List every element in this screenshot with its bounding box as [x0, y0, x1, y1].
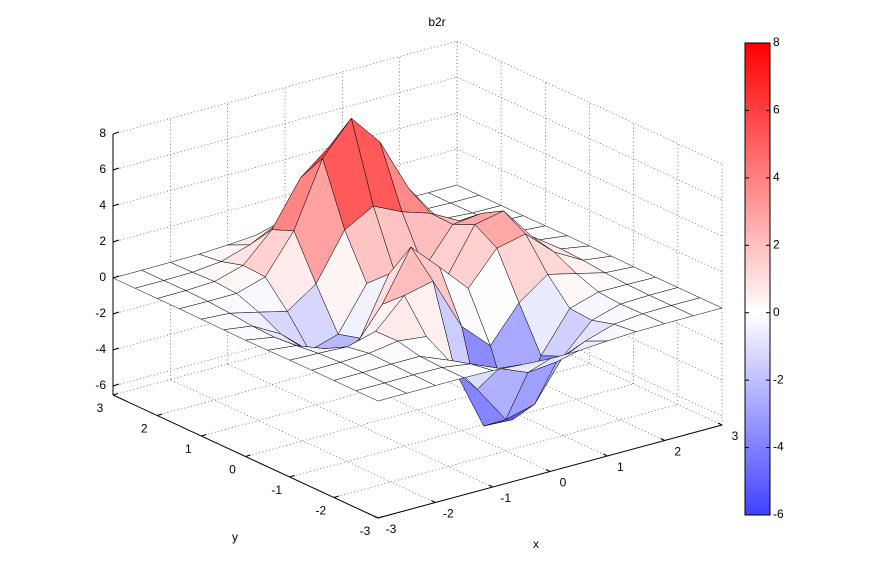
y-tick — [289, 475, 295, 478]
surface-patch — [355, 382, 407, 402]
x-tick-label: 2 — [674, 445, 681, 459]
z-tick-label: 8 — [99, 126, 106, 140]
x-tick-label: -3 — [386, 522, 397, 536]
colorbar-tick-label: 2 — [773, 237, 780, 251]
y-tick — [377, 516, 384, 519]
x-tick — [373, 515, 379, 519]
colorbar-tick-label: 0 — [773, 305, 780, 319]
z-tick — [112, 131, 120, 135]
y-tick — [333, 495, 339, 498]
y-tick-label: -1 — [271, 483, 282, 497]
x-tick — [545, 469, 551, 472]
y-tick — [245, 454, 251, 457]
y-tick — [201, 434, 207, 437]
z-tick-label: 2 — [99, 234, 106, 248]
colorbar-tick-label: -2 — [773, 372, 784, 386]
grid-line — [170, 379, 436, 503]
colorbar-tick-label: 4 — [773, 170, 780, 184]
surface — [112, 118, 723, 427]
x-tick — [717, 422, 723, 426]
z-tick — [112, 311, 120, 315]
x-axis-label: x — [533, 537, 539, 551]
z-tick-label: -6 — [95, 378, 106, 392]
x-tick-label: 3 — [732, 429, 739, 443]
chart-title: b2r — [428, 15, 445, 29]
y-tick-label: 2 — [141, 422, 148, 436]
z-tick — [112, 239, 120, 243]
z-tick — [112, 383, 120, 387]
z-tick — [112, 167, 120, 171]
x-tick — [603, 453, 608, 457]
z-tick-label: 0 — [99, 270, 106, 284]
y-tick-label: -3 — [360, 524, 371, 538]
z-tick — [112, 203, 120, 207]
y-tick-label: 3 — [97, 401, 104, 415]
x-tick-label: 0 — [560, 476, 567, 490]
y-axis-label: y — [232, 530, 238, 544]
y-tick — [157, 413, 163, 416]
z-tick — [112, 275, 120, 279]
x-tick-label: 1 — [617, 460, 624, 474]
y-tick-label: 1 — [185, 442, 192, 456]
x-tick-label: -2 — [443, 507, 454, 521]
z-tick-label: -4 — [95, 342, 106, 356]
x-tick — [660, 438, 665, 441]
y-tick-label: -2 — [315, 504, 326, 518]
colorbar — [744, 42, 771, 516]
colorbar-tick-label: 8 — [773, 35, 780, 49]
z-tick — [112, 347, 120, 351]
z-tick-label: -2 — [95, 306, 106, 320]
x-tick-label: -1 — [500, 491, 511, 505]
colorbar-tick-label: -4 — [773, 440, 784, 454]
x-tick — [431, 500, 436, 503]
x-tick — [488, 484, 493, 488]
y-tick-label: 0 — [229, 463, 236, 477]
colorbar-tick-label: 6 — [773, 103, 780, 117]
colorbar-tick-label: -6 — [773, 507, 784, 521]
y-tick — [112, 393, 119, 396]
z-tick-label: 6 — [99, 162, 106, 176]
z-tick-label: 4 — [99, 198, 106, 212]
